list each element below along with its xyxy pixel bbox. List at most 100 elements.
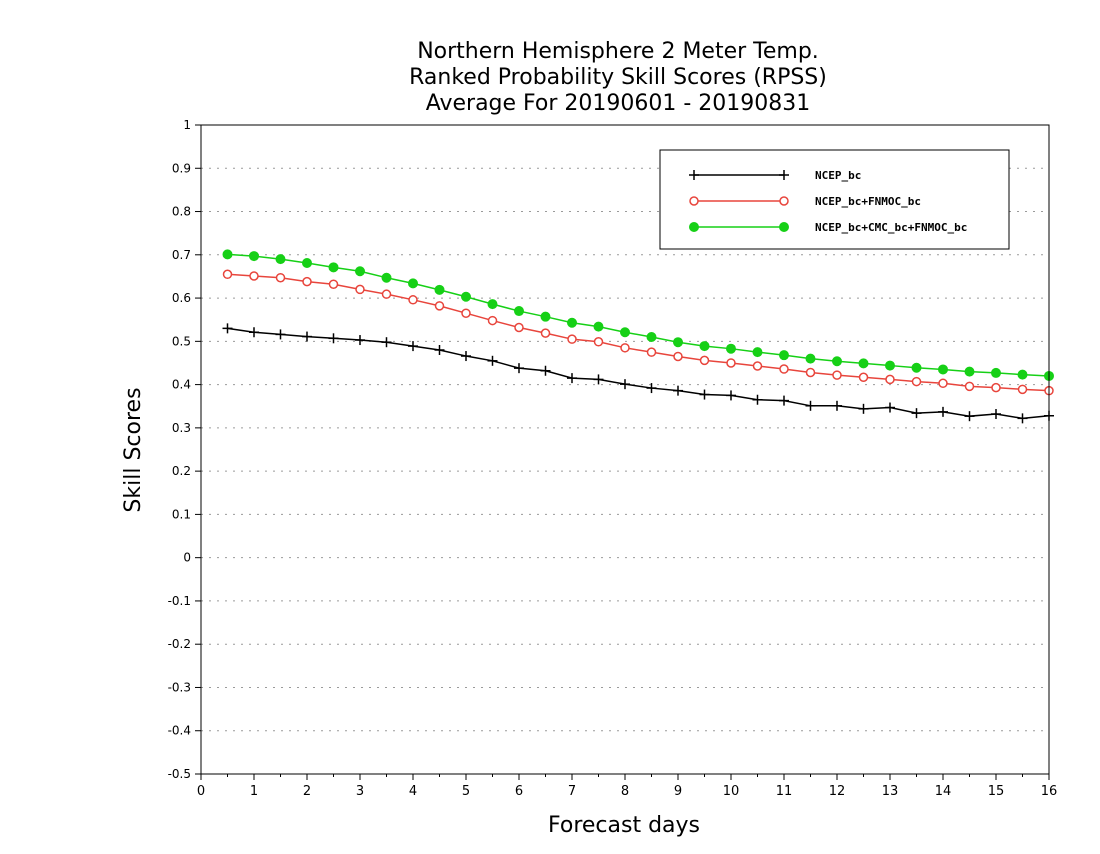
grid-lines [201, 167, 1049, 732]
data-point [328, 279, 339, 289]
legend-label: NCEP_bc+FNMOC_bc [815, 195, 921, 208]
data-point [593, 337, 604, 347]
x-tick-label: 12 [829, 784, 846, 799]
chart-title-line-3: Average For 20190601 - 20190831 [426, 91, 811, 116]
y-tick-label: -0.2 [168, 637, 191, 651]
data-point [249, 271, 259, 281]
data-point [355, 266, 365, 277]
data-point [461, 308, 471, 318]
data-point [1017, 384, 1028, 395]
data-point [408, 278, 418, 289]
legend-box [659, 149, 1010, 250]
legend-item-3: NCEP_bc+CMC_bc+FNMOC_bc [689, 221, 967, 234]
data-point [938, 364, 948, 375]
data-point [408, 295, 418, 305]
data-point [222, 269, 233, 280]
x-tick-label: 14 [935, 784, 952, 799]
data-point [699, 355, 710, 366]
data-point [540, 311, 551, 322]
data-point [752, 347, 763, 358]
data-point [726, 358, 736, 368]
data-point [699, 341, 710, 352]
chart-title-line-1: Northern Hemisphere 2 Meter Temp. [417, 39, 819, 64]
y-tick-label: -0.3 [168, 680, 191, 694]
y-axis-ticks: -0.5 -0.4 -0.3 -0.2 -0.1 0 0.1 0.2 0.3 0.4 0.5 0.6 0… [168, 118, 201, 781]
series-1 [222, 323, 1054, 424]
data-point [885, 374, 895, 385]
x-tick-label: 9 [674, 784, 682, 799]
data-point [805, 367, 816, 378]
data-point [434, 301, 445, 311]
legend-item-2: NCEP_bc+FNMOC_bc [689, 195, 921, 208]
x-tick-label: 10 [723, 784, 740, 799]
series-3 [222, 249, 1054, 381]
data-point [911, 376, 922, 387]
data-point [620, 327, 630, 338]
data-point [911, 362, 922, 373]
y-tick-label: 0.3 [172, 421, 191, 435]
legend-label: NCEP_bc [815, 169, 861, 182]
y-tick-label: -0.4 [168, 724, 191, 738]
x-tick-label: 0 [197, 784, 205, 799]
data-point [885, 360, 895, 371]
data-point [487, 299, 498, 310]
data-point [567, 317, 577, 328]
data-point [540, 328, 551, 338]
y-tick-label: -0.5 [168, 767, 191, 781]
data-point [381, 272, 392, 283]
legend-marker [779, 196, 789, 206]
data-point [514, 306, 524, 317]
series-line [227, 327, 1050, 420]
x-tick-label: 11 [776, 784, 793, 799]
x-tick-label: 5 [462, 784, 470, 799]
data-point [249, 251, 259, 262]
data-point [222, 249, 233, 260]
series-2 [222, 269, 1054, 396]
x-axis-label: Forecast days [548, 813, 700, 838]
data-point [779, 350, 789, 361]
x-tick-label: 8 [621, 784, 629, 799]
data-point [381, 289, 392, 299]
x-tick-label: 7 [568, 784, 576, 799]
x-tick-label: 2 [303, 784, 311, 799]
y-tick-label: 0.8 [172, 205, 191, 219]
data-point [302, 258, 312, 269]
legend-marker [779, 222, 789, 232]
x-tick-label: 3 [356, 784, 364, 799]
y-tick-label: 0.7 [172, 248, 191, 262]
series-line [227, 273, 1050, 392]
data-point [302, 276, 312, 287]
data-point [275, 254, 286, 265]
data-point [487, 315, 498, 326]
legend-item-1: NCEP_bc [689, 169, 861, 182]
data-point [991, 382, 1001, 393]
y-tick-label: 0.9 [172, 161, 191, 175]
data-point [646, 347, 657, 357]
data-point [832, 356, 842, 367]
y-tick-label: 0.2 [172, 464, 191, 478]
data-point [752, 361, 763, 371]
data-point [593, 321, 604, 332]
data-point [328, 262, 339, 273]
data-point [964, 381, 975, 392]
chart-title-line-2: Ranked Probability Skill Scores (RPSS) [409, 65, 827, 90]
data-point [858, 372, 869, 382]
y-tick-label: 1 [183, 118, 191, 132]
y-tick-label: 0.6 [172, 291, 191, 305]
y-tick-label: -0.1 [168, 594, 191, 608]
y-axis-label: Skill Scores [121, 387, 146, 512]
data-point [673, 337, 683, 348]
data-point [567, 334, 577, 344]
y-tick-label: 0.1 [172, 507, 191, 521]
data-point [832, 370, 842, 380]
data-point [355, 284, 365, 295]
series-line [227, 253, 1050, 377]
data-point [673, 351, 683, 362]
data-point [805, 353, 816, 364]
legend-label: NCEP_bc+CMC_bc+FNMOC_bc [815, 221, 967, 234]
data-point [858, 358, 869, 369]
data-point [275, 272, 286, 283]
data-point [434, 284, 445, 295]
y-tick-label: 0.5 [172, 334, 191, 348]
